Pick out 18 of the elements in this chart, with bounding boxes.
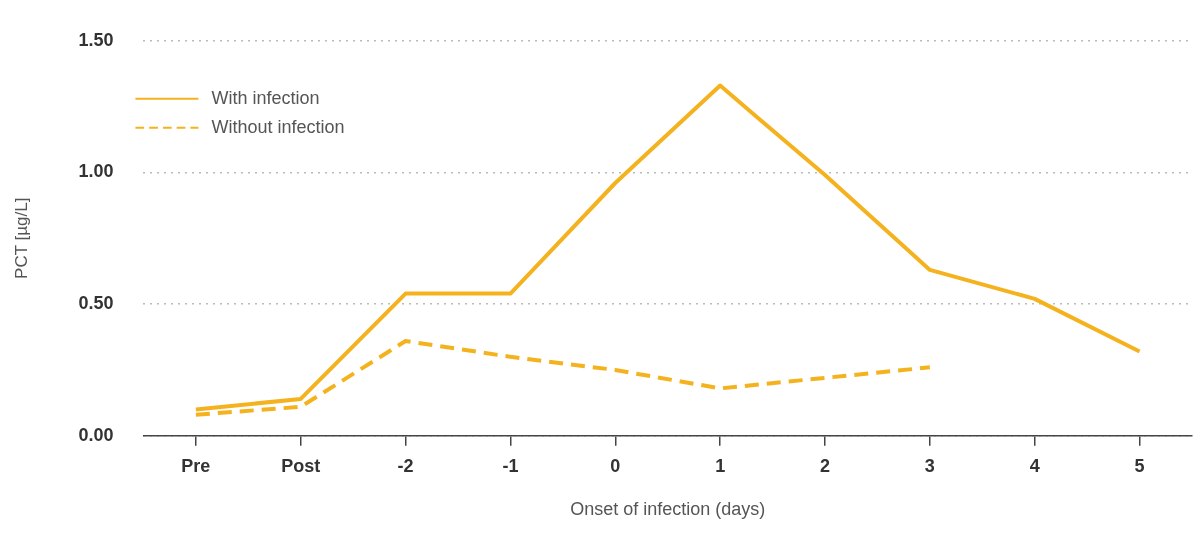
y-tick-label: 1.00 (78, 161, 114, 182)
x-tick-label: 0 (610, 455, 621, 476)
x-tick-label: -1 (502, 455, 519, 476)
x-tick-label: 4 (1029, 455, 1040, 476)
x-tick-label: Pre (181, 455, 211, 476)
x-tick-label: 1 (715, 455, 726, 476)
x-tick-label: Post (281, 455, 321, 476)
x-tick-label: -2 (397, 455, 414, 476)
legend-label: With infection (211, 87, 320, 108)
x-axis-title: Onset of infection (days) (570, 499, 766, 520)
y-tick-label: 0.50 (78, 293, 114, 314)
x-tick-label: 3 (924, 455, 935, 476)
y-tick-label: 1.50 (78, 29, 114, 50)
y-tick-label: 0.00 (78, 424, 114, 445)
y-axis-title: PCT [µg/L] (11, 197, 31, 279)
x-tick-label: 2 (819, 455, 831, 476)
legend-label: Without infection (211, 116, 345, 137)
x-tick-label: 5 (1134, 455, 1145, 476)
